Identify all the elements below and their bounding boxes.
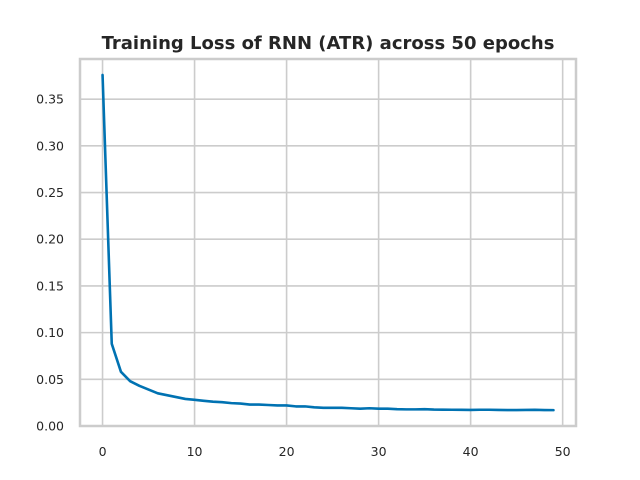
x-tick-label: 40 bbox=[463, 444, 479, 459]
y-tick-label: 0.05 bbox=[36, 372, 64, 387]
plot-frame bbox=[80, 59, 576, 426]
y-tick-label: 0.15 bbox=[36, 278, 64, 293]
loss-series-line bbox=[103, 75, 554, 410]
series-layer bbox=[103, 75, 554, 410]
x-tick-label: 30 bbox=[371, 444, 387, 459]
y-tick-label: 0.20 bbox=[36, 232, 64, 247]
x-tick-label: 50 bbox=[555, 444, 571, 459]
grid bbox=[80, 59, 576, 426]
x-tick-label: 20 bbox=[279, 444, 295, 459]
x-tick-label: 0 bbox=[99, 444, 107, 459]
x-tick-label: 10 bbox=[187, 444, 203, 459]
y-tick-label: 0.10 bbox=[36, 325, 64, 340]
y-tick-label: 0.35 bbox=[36, 92, 64, 107]
y-tick-label: 0.30 bbox=[36, 138, 64, 153]
y-tick-label: 0.25 bbox=[36, 185, 64, 200]
chart-title: Training Loss of RNN (ATR) across 50 epo… bbox=[102, 33, 555, 54]
tick-labels: 0 10 20 30 40 50 0.00 0.05 0.10 0.15 0.20 0.25 0.30 0… bbox=[36, 92, 571, 459]
y-tick-label: 0.00 bbox=[36, 419, 64, 434]
